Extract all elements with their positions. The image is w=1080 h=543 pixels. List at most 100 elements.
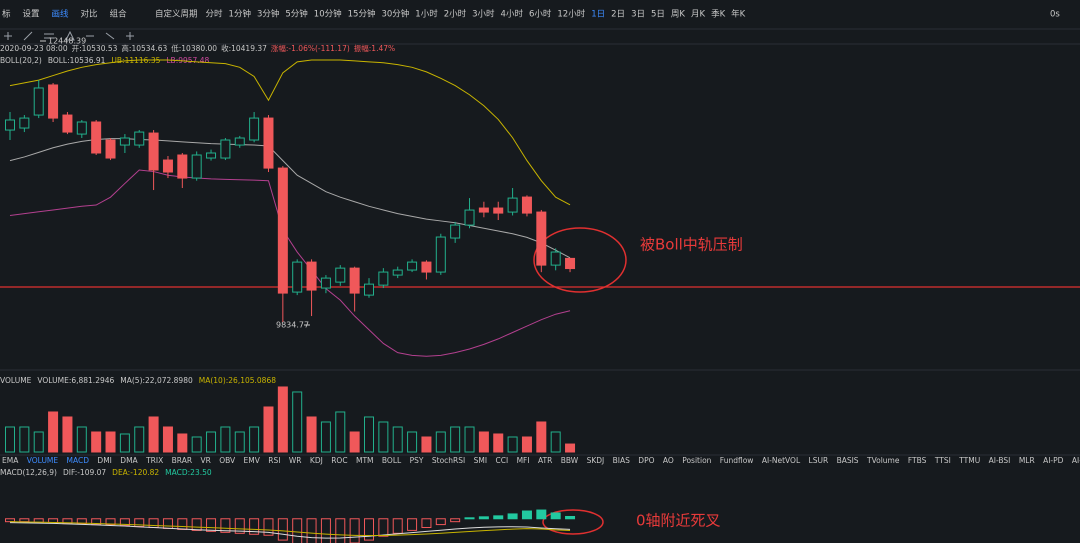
indicator-tab[interactable]: StochRSI xyxy=(432,456,465,465)
period-button[interactable]: 15分钟 xyxy=(348,9,376,20)
period-button[interactable]: 分时 xyxy=(206,9,224,20)
drawing-tools[interactable] xyxy=(4,30,134,41)
annotation-circle xyxy=(533,227,627,293)
candle-body xyxy=(521,196,532,214)
indicator-line xyxy=(9,59,571,206)
period-button[interactable]: 12小时 xyxy=(557,9,585,20)
volume-bar xyxy=(320,421,331,453)
indicator-tab[interactable]: VR xyxy=(200,456,210,465)
macd-bar xyxy=(507,513,518,520)
indicator-tab[interactable]: PSY xyxy=(410,456,424,465)
indicator-tab[interactable]: SKDJ xyxy=(587,456,605,465)
indicator-tab[interactable]: BRAR xyxy=(172,456,192,465)
macd-bar xyxy=(378,518,389,537)
period-button[interactable]: 年K xyxy=(731,9,746,20)
indicator-tab[interactable]: RSI xyxy=(268,456,280,465)
indicator-tab[interactable]: AI-PD xyxy=(1043,456,1064,465)
volume-bar xyxy=(105,431,116,453)
period-button[interactable]: 1日 xyxy=(591,10,605,20)
indicator-tab[interactable]: KDJ xyxy=(310,456,323,465)
indicator-tab[interactable]: AI-BSI xyxy=(989,456,1011,465)
volume-bar xyxy=(435,431,446,453)
indicator-tab[interactable]: LSUR xyxy=(809,456,829,465)
indicator-tab[interactable]: Position xyxy=(682,456,711,465)
indicator-tab[interactable]: ROC xyxy=(331,456,347,465)
macd-bar xyxy=(421,518,432,528)
toolbar-right[interactable]: 0s xyxy=(1050,10,1060,20)
indicator-tab[interactable]: Fundflow xyxy=(720,456,754,465)
volume-bar xyxy=(407,431,418,453)
candle-body xyxy=(335,267,346,283)
toolbar-button[interactable]: 标 xyxy=(2,9,11,20)
indicator-tab[interactable]: TTMU xyxy=(958,456,980,465)
indicator-tab[interactable]: DMA xyxy=(120,456,138,465)
indicator-tab[interactable]: CCI xyxy=(495,456,508,465)
volume-bar xyxy=(378,421,389,453)
indicator-tab[interactable]: EMA xyxy=(2,456,19,465)
candle-body xyxy=(292,261,303,293)
candle-body xyxy=(220,139,231,159)
indicator-tab[interactable]: EMV xyxy=(244,456,261,465)
indicator-tab[interactable]: BIAS xyxy=(613,456,630,465)
volume-bar xyxy=(62,416,73,453)
indicator-tab[interactable]: AI-FDI xyxy=(1072,456,1080,465)
indicator-tab[interactable]: DMI xyxy=(97,456,111,465)
period-button[interactable]: 3小时 xyxy=(472,9,495,20)
indicator-tab[interactable]: WR xyxy=(289,456,302,465)
period-button[interactable]: 5日 xyxy=(651,10,665,20)
custom-period[interactable]: 自定义周期 xyxy=(155,9,198,20)
toolbar-button[interactable]: 画线 xyxy=(52,9,70,20)
period-button[interactable]: 月K xyxy=(691,10,706,20)
period-button[interactable]: 10分钟 xyxy=(314,9,342,20)
indicator-tab[interactable]: BASIS xyxy=(837,456,859,465)
period-button[interactable]: 2日 xyxy=(611,10,625,20)
toolbar-button[interactable]: 设置 xyxy=(23,9,41,20)
period-button[interactable]: 3分钟 xyxy=(257,9,279,20)
toolbar-button[interactable]: 组合 xyxy=(110,9,128,20)
macd-bar xyxy=(277,518,288,541)
indicator-tab[interactable]: BBW xyxy=(561,456,579,465)
volume-bar xyxy=(464,426,475,453)
indicator-tab[interactable]: FTBS xyxy=(908,456,927,465)
macd-legend: DEA:-120.82 xyxy=(112,468,159,477)
period-button[interactable]: 1分钟 xyxy=(229,9,251,20)
period-button[interactable]: 5分钟 xyxy=(285,9,307,20)
volume-bar xyxy=(565,443,576,453)
indicator-tab[interactable]: OBV xyxy=(219,456,236,465)
indicator-tab[interactable]: AO xyxy=(663,456,674,465)
period-button[interactable]: 季K xyxy=(711,9,726,20)
volume-bar xyxy=(550,431,561,453)
indicator-tab[interactable]: VOLUME xyxy=(27,456,59,465)
macd-legend: MACD(12,26,9) xyxy=(0,468,57,477)
period-button[interactable]: 1小时 xyxy=(415,9,438,20)
indicator-tab[interactable]: MACD xyxy=(67,456,90,465)
ohlc-info: 涨幅:-1.06%(-111.17) xyxy=(271,43,350,53)
indicator-tab[interactable]: DPO xyxy=(638,456,654,465)
indicator-tab[interactable]: MFI xyxy=(517,456,530,465)
volume-bar xyxy=(33,431,44,453)
period-button[interactable]: 2小时 xyxy=(444,9,467,20)
macd-bar xyxy=(306,518,317,543)
period-button[interactable]: 3日 xyxy=(631,10,645,20)
toolbar-button[interactable]: 对比 xyxy=(81,9,98,20)
volume-bar xyxy=(392,426,403,453)
indicator-tab[interactable]: BOLL xyxy=(382,456,402,465)
indicator-tab[interactable]: AI-NetVOL xyxy=(762,456,801,465)
volume-bar xyxy=(521,436,532,453)
volume-bar xyxy=(364,416,374,453)
indicator-tab[interactable]: TVolume xyxy=(866,456,900,465)
period-button[interactable]: 周K xyxy=(671,10,686,20)
indicator-tab[interactable]: ATR xyxy=(538,456,552,465)
indicator-tab[interactable]: MTM xyxy=(356,456,374,465)
period-button[interactable]: 4小时 xyxy=(501,9,524,20)
indicator-tab[interactable]: SMI xyxy=(474,456,487,465)
period-button[interactable]: 6小时 xyxy=(529,9,552,20)
period-button[interactable]: 30分钟 xyxy=(381,9,409,20)
volume-bar xyxy=(234,431,245,453)
indicator-tab[interactable]: TTSI xyxy=(934,456,951,465)
volume-bar xyxy=(493,433,504,453)
indicator-tab[interactable]: MLR xyxy=(1019,456,1035,465)
candle-body xyxy=(148,132,159,171)
indicator-tab[interactable]: TRIX xyxy=(145,456,163,465)
candle-body xyxy=(162,159,173,173)
